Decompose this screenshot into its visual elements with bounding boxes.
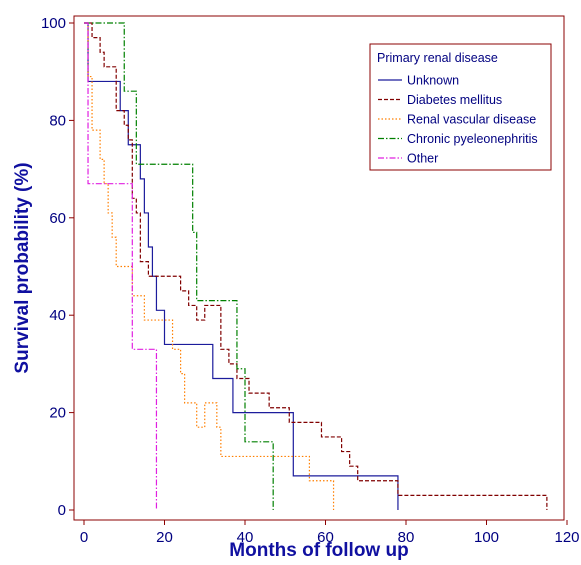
legend-label-2: Diabetes mellitus [407,93,502,107]
legend-box [369,43,552,171]
plot-frame [73,15,565,521]
x-tick-label: 20 [156,529,173,546]
x-tick-label: 0 [80,529,88,546]
series-line-2 [84,22,548,510]
legend-label-1: Unknown [407,74,459,88]
x-tick-label: 60 [317,529,334,546]
legend: Primary renal disease Unknown Diabetes me… [369,43,552,171]
legend-items: Unknown Diabetes mellitus Renal vascular d… [378,74,538,166]
y-tick-label: 60 [49,210,66,227]
y-tick-label: 20 [49,405,66,422]
series-line-4 [84,22,274,510]
x-tick-label: 100 [474,529,499,546]
legend-label-5: Other [407,152,438,166]
x-tick-label: 40 [237,529,254,546]
x-axis: 0 20 40 60 80 100 120 [80,520,580,546]
x-axis-title: Months of follow up [229,540,408,561]
legend-title: Primary renal disease [377,51,498,65]
y-tick-label: 100 [41,15,66,32]
legend-label-4: Chronic pyeleonephritis [407,132,538,146]
series-line-3 [84,22,335,510]
x-tick-label: 120 [554,529,579,546]
y-tick-label: 0 [58,502,66,519]
legend-label-3: Renal vascular disease [407,113,536,127]
series-layer [84,22,548,510]
series-line-5 [84,22,158,510]
y-axis-title: Survival probability (%) [12,162,33,373]
y-axis: 0 20 40 60 80 100 [41,15,74,519]
y-tick-label: 80 [49,112,66,129]
plot-border [73,15,565,521]
y-tick-label: 40 [49,307,66,324]
x-tick-label: 80 [398,529,415,546]
